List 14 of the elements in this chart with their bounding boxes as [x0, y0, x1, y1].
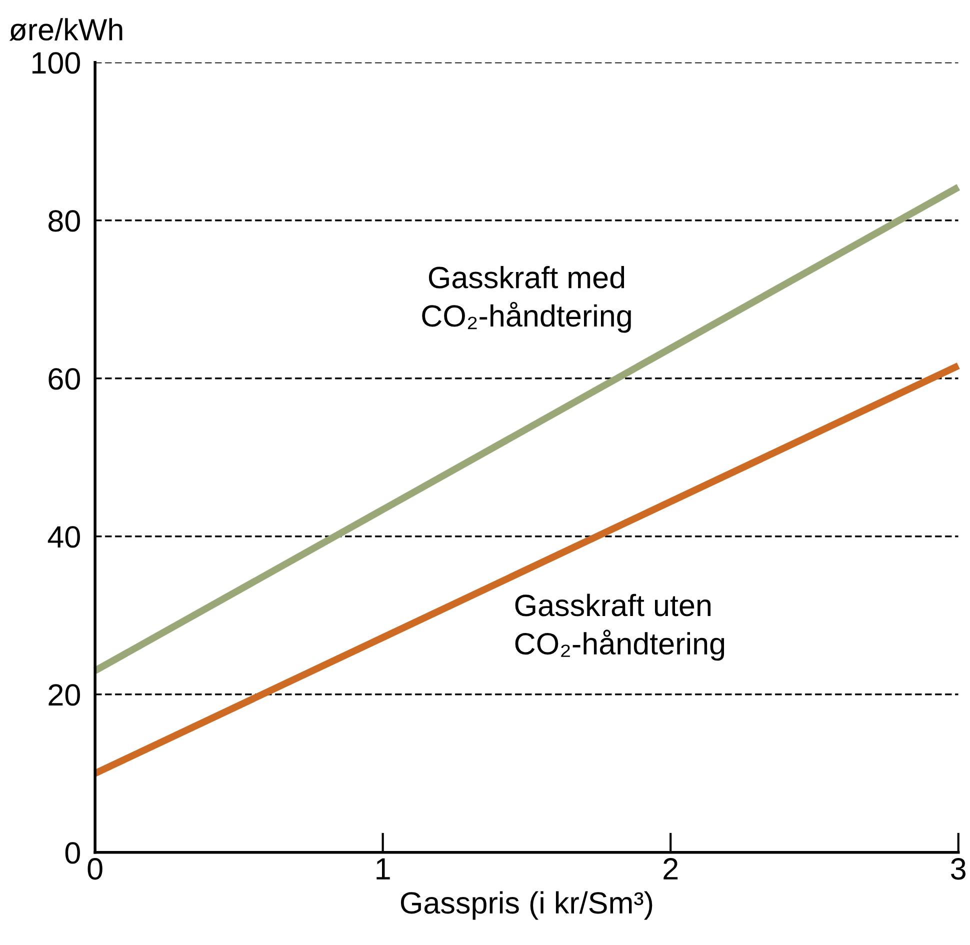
y-tick-label: 20: [48, 684, 80, 706]
y-tick-label: 100: [32, 52, 80, 74]
x-tick-label: 2: [664, 858, 678, 880]
x-axis-title: Gasspris (i kr/Sm³): [400, 891, 652, 920]
x-tick-label: 0: [88, 858, 102, 880]
y-tick-label: 0: [65, 842, 80, 864]
y-tick-label: 60: [48, 368, 80, 390]
y-tick-label: 80: [48, 210, 80, 232]
y-tick-label: 40: [48, 526, 80, 548]
y-axis-title: øre/kWh: [9, 18, 122, 41]
series-label: Gasskraft med CO₂-håndtering: [422, 266, 631, 333]
series-label: Gasskraft uten CO₂-håndtering: [515, 594, 724, 661]
x-tick-label: 1: [376, 858, 390, 880]
x-tick-label: 3: [951, 858, 966, 880]
